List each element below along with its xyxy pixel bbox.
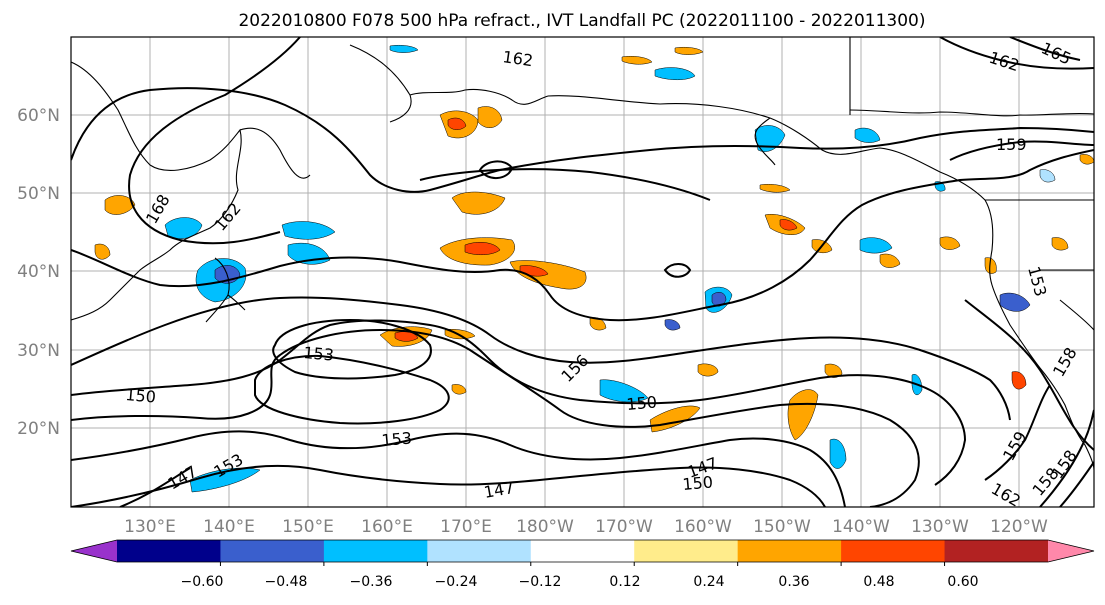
contour-label: 150 — [626, 392, 658, 414]
colorbar-tick-label: −0.12 — [519, 574, 562, 590]
colorbar-extend-min — [71, 540, 117, 562]
map-frame — [70, 36, 1095, 508]
colorbar-ticks: −0.60 −0.48 −0.36 −0.24 −0.12 0.12 0.24 … — [181, 574, 979, 590]
positive-anomaly-patches — [94, 46, 1094, 441]
lon-label: 170°W — [595, 517, 653, 537]
colorbar-outline — [70, 539, 1095, 563]
lon-label: 150°W — [753, 517, 811, 537]
colorbar-tick-label: 0.48 — [863, 574, 894, 590]
colorbar-tick-label: 0.24 — [693, 574, 724, 590]
colorbar-segment — [220, 540, 325, 562]
contour-label: 153 — [303, 343, 335, 365]
longitude-labels: 130°E 140°E 150°E 160°E 170°E 180°W 170°… — [124, 517, 1048, 537]
colorbar-segment — [117, 540, 221, 562]
contour-label: 153 — [381, 428, 413, 450]
colorbar-segment — [323, 540, 428, 562]
lon-label: 180°W — [516, 517, 574, 537]
colorbar-tick-label: −0.24 — [435, 574, 478, 590]
colorbar — [70, 539, 1095, 566]
lon-label: 160°E — [361, 517, 413, 537]
colorbar-tick-label: −0.48 — [265, 574, 308, 590]
contour-label: 150 — [682, 472, 714, 494]
lon-label: 170°E — [440, 517, 492, 537]
colorbar-segment — [634, 540, 739, 562]
colorbar-segment — [841, 540, 946, 562]
lat-label-30n: 30°N — [17, 341, 60, 361]
latitude-labels: 60°N 50°N 40°N 30°N 20°N — [17, 106, 60, 439]
colorbar-segment — [427, 540, 532, 562]
lon-label: 140°E — [203, 517, 255, 537]
coastlines — [71, 37, 1094, 471]
map-area: 162 162 165 159 168 162 153 153 150 156 … — [71, 37, 1094, 507]
colorbar-tick-label: 0.12 — [609, 574, 640, 590]
lat-label-50n: 50°N — [17, 184, 60, 204]
lon-label: 150°E — [282, 517, 334, 537]
contour-label: 162 — [501, 47, 534, 70]
lon-label: 160°W — [674, 517, 732, 537]
colorbar-tick-label: −0.60 — [181, 574, 224, 590]
contour-label: 159 — [996, 135, 1027, 154]
colorbar-segment — [530, 540, 635, 562]
lat-label-60n: 60°N — [17, 106, 60, 126]
contour-label: 150 — [125, 385, 157, 407]
lat-label-20n: 20°N — [17, 419, 60, 439]
colorbar-tick-label: 0.36 — [778, 574, 809, 590]
geopotential-contours — [71, 37, 1094, 507]
map-title: 2022010800 F078 500 hPa refract., IVT La… — [238, 11, 925, 31]
colorbar-extend-max — [1048, 540, 1094, 562]
colorbar-segment — [737, 540, 842, 562]
colorbar-tick-label: −0.36 — [350, 574, 393, 590]
lon-label: 130°W — [911, 517, 969, 537]
colorbar-segment — [944, 540, 1049, 562]
colorbar-tick-label: 0.60 — [947, 574, 978, 590]
lon-label: 140°W — [832, 517, 890, 537]
lon-label: 130°E — [124, 517, 176, 537]
lon-label: 120°W — [990, 517, 1048, 537]
lat-label-40n: 40°N — [17, 262, 60, 282]
